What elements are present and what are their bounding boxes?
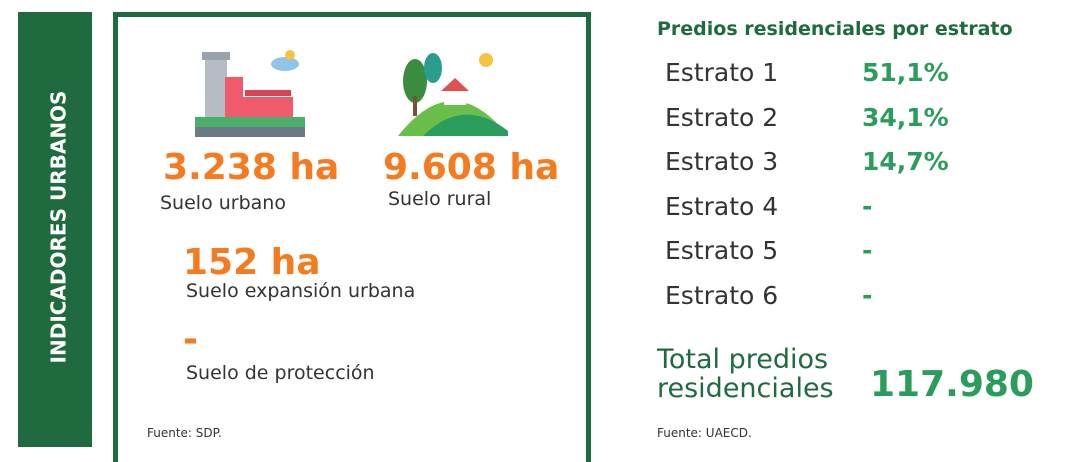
total-value: 117.980: [870, 364, 1034, 405]
urban-value: 3.238 ha: [163, 150, 339, 186]
stratum-value: 34,1%: [862, 103, 949, 132]
stratum-value: 14,7%: [862, 147, 949, 176]
total-label: Total predios residenciales: [657, 345, 867, 403]
stratum-label: Estrato 2: [665, 103, 778, 132]
rural-value: 9.608 ha: [383, 150, 559, 186]
stratum-label: Estrato 5: [665, 236, 778, 265]
city-icon: [190, 42, 310, 142]
page: {"sidebar": {"title": "INDICADORES URBAN…: [0, 0, 1071, 447]
sidebar-svg: INDICADORES URBANOS: [18, 12, 92, 447]
urban-label: Suelo urbano: [160, 192, 286, 214]
stratum-label: Estrato 6: [665, 281, 778, 310]
stratum-value: -: [862, 281, 872, 310]
stratum-label: Estrato 4: [665, 192, 778, 221]
stratum-label: Estrato 1: [665, 58, 778, 87]
stratum-label: Estrato 3: [665, 147, 778, 176]
sidebar: INDICADORES URBANOS: [18, 12, 92, 447]
sidebar-title: INDICADORES URBANOS: [47, 91, 71, 364]
rural-label: Suelo rural: [388, 188, 491, 210]
stratum-value: -: [862, 236, 872, 265]
expansion-value: 152 ha: [183, 245, 321, 281]
protection-label: Suelo de protección: [186, 362, 375, 384]
stratum-value: 51,1%: [862, 58, 949, 87]
land-box: [113, 12, 591, 462]
strata-source: Fuente: UAECD.: [657, 426, 752, 440]
stratum-value: -: [862, 192, 872, 221]
rural-icon: [393, 46, 513, 142]
expansion-label: Suelo expansión urbana: [186, 280, 415, 302]
strata-title: Predios residenciales por estrato: [657, 18, 1013, 40]
land-source: Fuente: SDP.: [147, 426, 222, 440]
protection-value: -: [183, 322, 198, 358]
